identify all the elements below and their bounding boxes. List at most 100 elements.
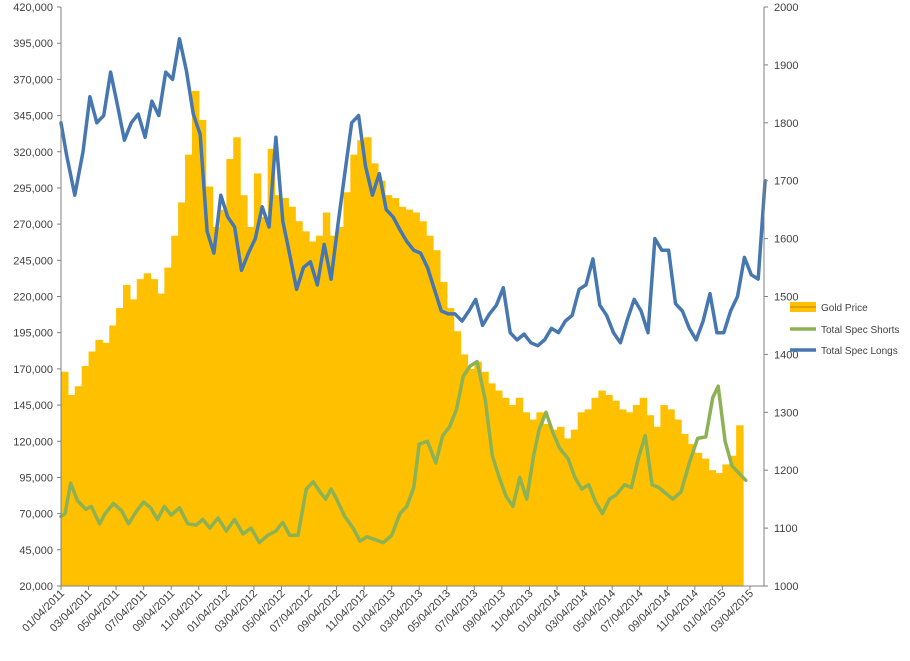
gold-price-bar bbox=[61, 371, 69, 586]
gold-price-bar bbox=[598, 390, 606, 586]
gold-price-bar bbox=[398, 206, 407, 586]
right-tick-label: 1300 bbox=[774, 407, 798, 419]
gold-price-bar bbox=[322, 212, 331, 587]
right-tick-label: 2000 bbox=[774, 2, 798, 14]
right-tick-label: 1600 bbox=[774, 234, 798, 246]
left-tick-label: 395,000 bbox=[13, 38, 53, 50]
gold-price-bar bbox=[205, 186, 214, 587]
gold-price-bar bbox=[274, 195, 283, 587]
gold-price-bar bbox=[508, 405, 517, 586]
gold-price-bar bbox=[605, 394, 613, 586]
gold-price-bar bbox=[543, 423, 551, 586]
gold-price-bar bbox=[171, 235, 179, 586]
gold-price-bar bbox=[591, 397, 599, 586]
gold-price-bar bbox=[157, 293, 165, 586]
left-tick-label: 45,000 bbox=[19, 545, 53, 557]
total-spec-longs-line bbox=[59, 37, 767, 348]
gold-price-bar bbox=[474, 361, 482, 586]
gold-price-bar bbox=[536, 412, 544, 586]
gold-price-bar bbox=[178, 202, 186, 586]
gold-price-bar bbox=[233, 137, 241, 586]
gold-price-bar bbox=[302, 231, 310, 587]
right-tick-label: 1900 bbox=[774, 60, 798, 72]
gold-price-bar bbox=[191, 90, 200, 586]
left-tick-label: 120,000 bbox=[13, 436, 53, 448]
gold-price-bar bbox=[639, 397, 648, 586]
gold-price-bar bbox=[391, 198, 400, 586]
right-tick-label: 1400 bbox=[774, 349, 798, 361]
gold-price-bar bbox=[529, 419, 537, 586]
gold-price-bar bbox=[715, 473, 723, 586]
gold-price-bar bbox=[350, 154, 358, 586]
gold-price-bar bbox=[419, 221, 427, 587]
left-tick-label: 95,000 bbox=[19, 472, 53, 484]
left-tick-label: 320,000 bbox=[13, 147, 53, 159]
left-tick-label: 220,000 bbox=[13, 292, 53, 304]
gold-price-bar bbox=[646, 415, 655, 586]
gold-price-bar bbox=[281, 198, 289, 586]
gold-price-bar bbox=[357, 140, 365, 587]
legend-label: Gold Price bbox=[821, 303, 868, 314]
gold-price-bar bbox=[329, 235, 338, 586]
gold-price-bar bbox=[701, 458, 710, 586]
gold-price-bar bbox=[136, 279, 145, 586]
gold-price-bar bbox=[577, 412, 586, 586]
gold-price-bar bbox=[260, 216, 269, 586]
gold-price-bar bbox=[563, 438, 572, 586]
gold-price-bar bbox=[371, 163, 379, 586]
gold-price-bar bbox=[295, 221, 303, 587]
gold-price-bar bbox=[557, 426, 565, 586]
gold-price-bar bbox=[74, 386, 83, 586]
gold-price-bar bbox=[315, 235, 324, 586]
gold-price-bar bbox=[364, 137, 372, 586]
legend-label: Total Spec Longs bbox=[821, 346, 898, 357]
gold-price-bar bbox=[212, 227, 221, 586]
gold-price-bar bbox=[729, 455, 737, 586]
gold-price-bar bbox=[570, 429, 579, 586]
gold-price-bar bbox=[343, 192, 351, 586]
gold-price-bar bbox=[467, 368, 475, 586]
gold-price-bar bbox=[412, 212, 420, 587]
gold-price-bar bbox=[150, 279, 159, 586]
left-tick-label: 195,000 bbox=[13, 328, 53, 340]
gold-price-bar bbox=[102, 342, 110, 586]
right-tick-label: 1000 bbox=[774, 581, 798, 593]
left-tick-label: 20,000 bbox=[19, 581, 53, 593]
right-tick-label: 1800 bbox=[774, 118, 798, 130]
gold-price-bar bbox=[619, 409, 627, 586]
gold-price-bar bbox=[632, 405, 641, 586]
gold-price-bar bbox=[267, 148, 276, 587]
left-tick-label: 345,000 bbox=[13, 111, 53, 123]
gold-price-bar bbox=[460, 354, 469, 586]
gold-price-bar bbox=[433, 250, 441, 586]
gold-price-bar bbox=[377, 180, 386, 586]
gold-price-bar bbox=[515, 397, 524, 586]
left-tick-label: 145,000 bbox=[13, 400, 53, 412]
left-tick-label: 245,000 bbox=[13, 255, 53, 267]
gold-price-bar bbox=[584, 409, 593, 586]
left-tick-label: 370,000 bbox=[13, 74, 53, 86]
series-lines bbox=[59, 37, 767, 545]
total-spec-shorts-line bbox=[59, 359, 748, 545]
left-tick-label: 170,000 bbox=[13, 364, 53, 376]
gold-price-bar bbox=[309, 241, 317, 586]
legend-label: Total Spec Shorts bbox=[821, 325, 899, 336]
gold-price-bar bbox=[681, 434, 689, 586]
gold-price-bar bbox=[123, 284, 131, 586]
gold-price-bar bbox=[625, 412, 634, 586]
gold-price-bar bbox=[143, 273, 152, 586]
right-tick-label: 1700 bbox=[774, 176, 798, 188]
gold-price-bar bbox=[405, 209, 413, 586]
gold-price-bar bbox=[336, 227, 345, 586]
gold-price-bar bbox=[653, 426, 661, 586]
gold-price-bars bbox=[61, 90, 744, 587]
gold-price-bar bbox=[219, 209, 227, 586]
gold-price-bar bbox=[453, 331, 462, 586]
left-tick-label: 295,000 bbox=[13, 183, 53, 195]
gold-price-bar bbox=[660, 405, 668, 586]
gold-price-bar bbox=[240, 195, 248, 587]
right-tick-label: 1100 bbox=[774, 523, 798, 535]
gold-price-bar bbox=[481, 371, 489, 586]
gold-price-bar bbox=[198, 119, 207, 586]
